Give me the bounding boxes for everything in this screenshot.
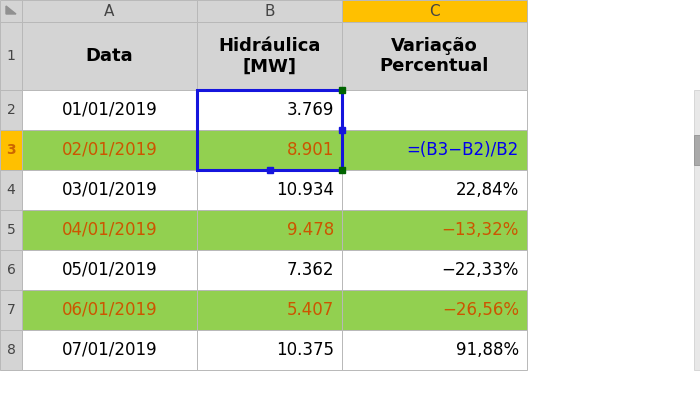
Bar: [0, 330, 22, 370]
Bar: [22, 290, 197, 330]
Text: 05/01/2019: 05/01/2019: [62, 261, 158, 279]
Text: 04/01/2019: 04/01/2019: [62, 221, 158, 239]
Text: 10.375: 10.375: [276, 341, 334, 359]
Text: 9.478: 9.478: [287, 221, 334, 239]
Bar: [197, 170, 342, 210]
Text: 07/01/2019: 07/01/2019: [62, 341, 158, 359]
Bar: [342, 22, 527, 90]
Bar: [197, 210, 342, 250]
Bar: [22, 130, 197, 170]
Bar: [342, 90, 527, 130]
Text: 7: 7: [6, 303, 15, 317]
Text: 3.769: 3.769: [286, 101, 334, 119]
Bar: [22, 0, 197, 22]
Bar: [694, 135, 700, 165]
Bar: [22, 170, 197, 210]
Text: 8: 8: [6, 343, 15, 357]
Bar: [342, 210, 527, 250]
Text: 22,84%: 22,84%: [456, 181, 519, 199]
Bar: [197, 90, 342, 170]
Bar: [342, 250, 527, 290]
Text: −13,32%: −13,32%: [442, 221, 519, 239]
Text: Data: Data: [85, 47, 133, 65]
Text: 5: 5: [6, 223, 15, 237]
Text: 6: 6: [6, 263, 15, 277]
Bar: [342, 170, 527, 210]
Bar: [0, 0, 22, 22]
Text: 3: 3: [6, 143, 16, 157]
Text: 8.901: 8.901: [286, 141, 334, 159]
Bar: [197, 290, 342, 330]
Bar: [197, 250, 342, 290]
Bar: [0, 170, 22, 210]
Text: 02/01/2019: 02/01/2019: [62, 141, 158, 159]
Bar: [22, 22, 197, 90]
Bar: [197, 0, 342, 22]
Text: −26,56%: −26,56%: [442, 301, 519, 319]
Text: 5.407: 5.407: [287, 301, 334, 319]
Bar: [0, 22, 22, 90]
Text: =(B3−B2)/B2: =(B3−B2)/B2: [407, 141, 519, 159]
Text: 1: 1: [6, 49, 15, 63]
Bar: [0, 290, 22, 330]
Text: 7.362: 7.362: [286, 261, 334, 279]
Text: 06/01/2019: 06/01/2019: [62, 301, 158, 319]
Bar: [342, 130, 527, 170]
Bar: [0, 90, 22, 130]
Bar: [22, 250, 197, 290]
Text: Variação
Percentual: Variação Percentual: [380, 37, 489, 75]
Text: 91,88%: 91,88%: [456, 341, 519, 359]
Text: 2: 2: [6, 103, 15, 117]
Polygon shape: [6, 6, 16, 14]
Text: B: B: [265, 4, 274, 18]
Bar: [197, 22, 342, 90]
Bar: [0, 210, 22, 250]
Bar: [342, 330, 527, 370]
Bar: [197, 90, 342, 130]
Bar: [197, 330, 342, 370]
Bar: [22, 330, 197, 370]
Bar: [0, 130, 22, 170]
Text: C: C: [429, 4, 440, 18]
Text: 10.934: 10.934: [276, 181, 334, 199]
Text: A: A: [104, 4, 115, 18]
Bar: [342, 0, 527, 22]
Text: Hidráulica
[MW]: Hidráulica [MW]: [218, 37, 321, 75]
Bar: [22, 210, 197, 250]
Bar: [0, 250, 22, 290]
Text: 03/01/2019: 03/01/2019: [62, 181, 158, 199]
Bar: [694, 90, 700, 370]
Bar: [197, 130, 342, 170]
Bar: [342, 290, 527, 330]
Text: 01/01/2019: 01/01/2019: [62, 101, 158, 119]
Text: 4: 4: [6, 183, 15, 197]
Bar: [22, 90, 197, 130]
Text: −22,33%: −22,33%: [442, 261, 519, 279]
